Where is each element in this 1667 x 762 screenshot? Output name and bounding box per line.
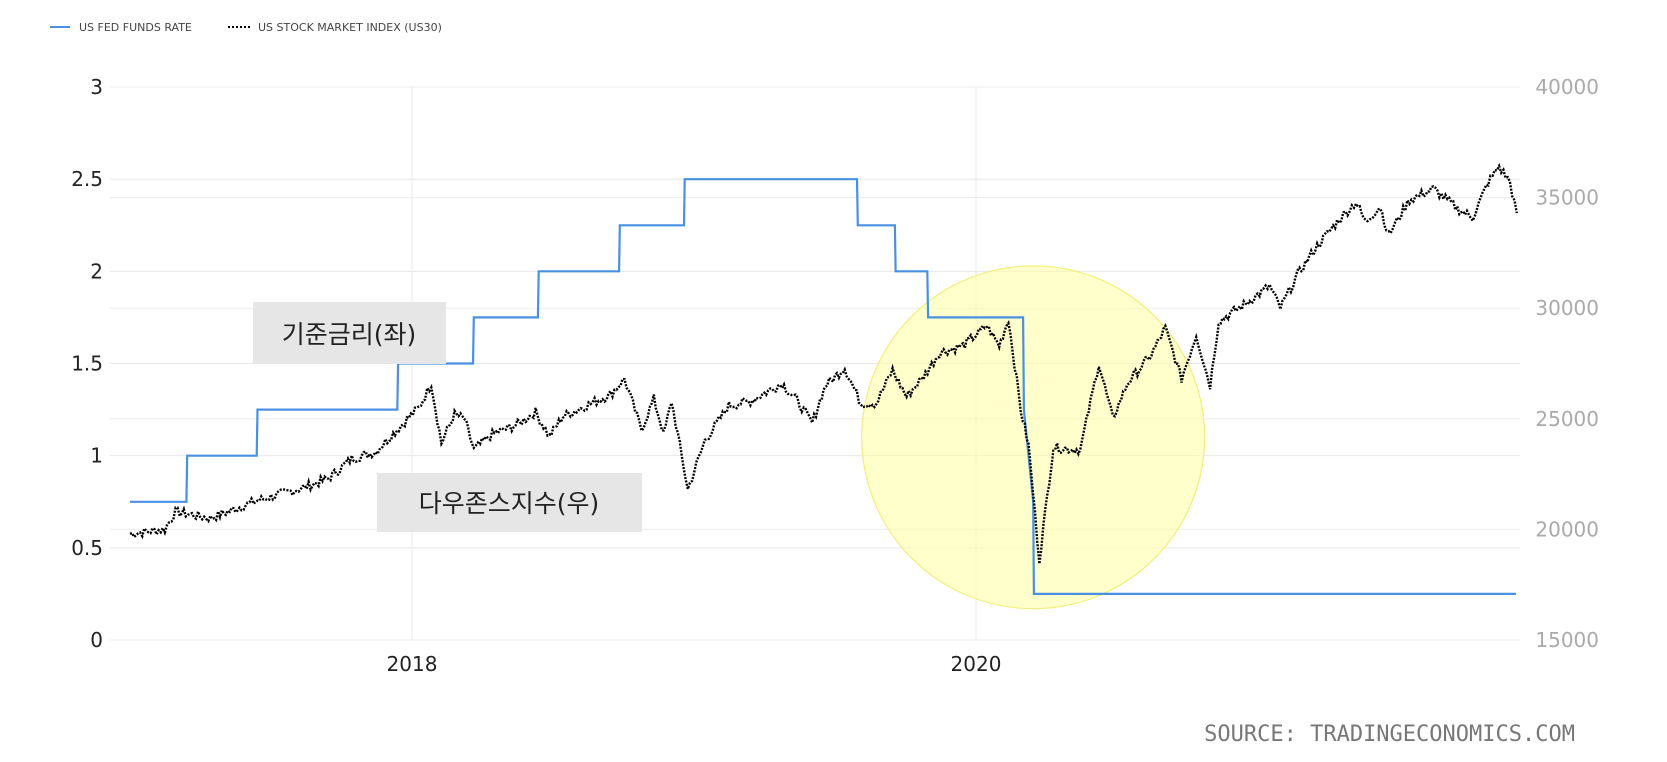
annotation-box-fed-rate: [253, 302, 446, 364]
y-left-tick-label: 1.5: [71, 352, 103, 376]
annotation-dow-jones: 다우존스지수(우): [419, 489, 600, 518]
y-right-tick-label: 35000: [1535, 186, 1599, 210]
annotation-fed-rate: 기준금리(좌): [282, 320, 417, 349]
y-left-tick-label: 0.5: [71, 536, 103, 560]
x-tick-label: 2020: [951, 652, 1002, 676]
y-right-tick-label: 30000: [1535, 296, 1599, 320]
y-right-tick-label: 15000: [1535, 628, 1599, 652]
series-layer: [129, 162, 1518, 596]
y-right-tick-label: 40000: [1535, 75, 1599, 99]
axis-layer: 0 0.5 1 1.5 2 2.5 3 15000 20000 25000 30000 35000 40…: [71, 75, 1599, 676]
annotation-box-dow: [377, 473, 642, 532]
legend-label-us30: US STOCK MARKET INDEX (US30): [258, 21, 442, 34]
legend: US FED FUNDS RATE US STOCK MARKET INDEX …: [50, 21, 442, 34]
y-left-tick-label: 2: [90, 259, 103, 283]
x-tick-label: 2018: [387, 652, 438, 676]
y-left-tick-label: 0: [90, 628, 103, 652]
series-line-us30: [129, 162, 1518, 564]
legend-label-fed-funds: US FED FUNDS RATE: [79, 21, 192, 34]
y-right-tick-label: 25000: [1535, 407, 1599, 431]
series-line-fed-funds: [130, 178, 1516, 596]
highlight-layer: [861, 265, 1206, 610]
annotations: 기준금리(좌) 다우존스지수(우): [253, 302, 642, 532]
highlight-circle: [861, 265, 1206, 610]
y-right-tick-label: 20000: [1535, 517, 1599, 541]
y-left-tick-label: 2.5: [71, 167, 103, 191]
y-left-tick-label: 3: [90, 75, 103, 99]
source-credit: SOURCE: TRADINGECONOMICS.COM: [1204, 722, 1575, 747]
y-left-tick-label: 1: [90, 444, 103, 468]
